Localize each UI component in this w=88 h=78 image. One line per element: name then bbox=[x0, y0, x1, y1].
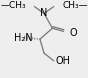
Text: O: O bbox=[69, 28, 77, 38]
Text: H₂N: H₂N bbox=[14, 33, 33, 43]
Text: N: N bbox=[40, 8, 48, 18]
Text: OH: OH bbox=[55, 56, 70, 66]
Text: CH₃—: CH₃— bbox=[62, 1, 88, 10]
Text: —CH₃: —CH₃ bbox=[0, 1, 26, 10]
